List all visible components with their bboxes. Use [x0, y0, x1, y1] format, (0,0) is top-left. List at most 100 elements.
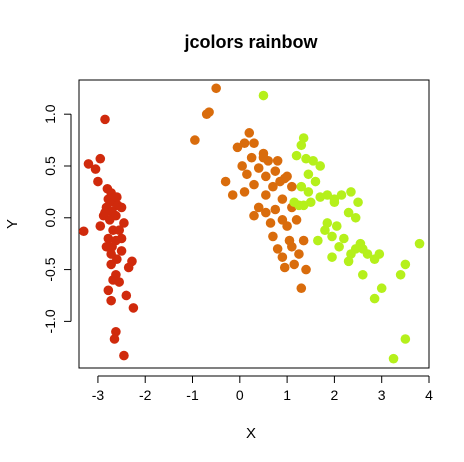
y-tick-label: -0.5 — [42, 257, 58, 281]
data-point — [249, 138, 259, 148]
data-point — [272, 244, 283, 254]
data-point — [400, 334, 411, 344]
data-point — [376, 283, 387, 294]
x-axis-label: X — [246, 425, 256, 442]
data-point — [121, 290, 132, 301]
data-point — [101, 241, 112, 252]
data-point — [298, 133, 309, 143]
data-point — [298, 235, 309, 246]
data-point — [112, 192, 122, 202]
data-point — [246, 152, 257, 163]
data-point — [327, 231, 337, 242]
data-point — [204, 107, 214, 117]
data-point — [353, 197, 363, 208]
data-point — [109, 334, 120, 344]
data-point — [322, 218, 333, 228]
data-point — [116, 202, 127, 213]
data-point — [334, 241, 344, 252]
x-tick-label: -2 — [139, 387, 152, 403]
data-point — [95, 153, 106, 164]
data-point — [296, 283, 307, 294]
data-points — [78, 83, 425, 364]
data-point — [275, 176, 285, 187]
data-point — [414, 238, 425, 249]
data-point — [258, 90, 269, 101]
data-point — [291, 150, 302, 161]
data-point — [303, 187, 314, 197]
data-point — [119, 218, 129, 228]
x-tick-label: 4 — [425, 387, 433, 403]
data-point — [244, 128, 255, 138]
data-point — [232, 142, 243, 153]
data-point — [291, 215, 302, 225]
data-point — [237, 161, 247, 171]
data-point — [315, 161, 326, 171]
data-point — [95, 221, 106, 231]
x-tick-label: 2 — [331, 387, 339, 403]
data-point — [346, 187, 356, 197]
data-point — [106, 259, 116, 270]
data-point — [303, 169, 314, 180]
data-point — [395, 269, 406, 280]
data-point — [282, 221, 292, 231]
data-point — [350, 212, 361, 223]
data-point — [310, 176, 321, 187]
x-tick-label: 1 — [283, 387, 291, 403]
y-tick-label: 0.0 — [42, 208, 58, 228]
data-point — [220, 176, 231, 187]
data-point — [258, 152, 269, 163]
data-point — [103, 285, 114, 296]
data-point — [119, 350, 129, 361]
data-point — [301, 264, 311, 275]
data-point — [128, 303, 139, 313]
chart-title: jcolors rainbow — [183, 32, 318, 52]
data-point — [114, 225, 125, 236]
data-point — [116, 246, 127, 256]
x-axis: -3 -2 -1 0 1 2 3 4 — [92, 375, 433, 403]
data-point — [343, 207, 354, 218]
data-point — [78, 226, 89, 237]
data-point — [270, 166, 281, 176]
data-point — [83, 159, 94, 169]
x-tick-label: -3 — [92, 387, 105, 403]
data-point — [336, 190, 347, 200]
data-point — [249, 210, 259, 221]
x-tick-label: 3 — [378, 387, 386, 403]
y-tick-label: 1.0 — [42, 104, 58, 124]
data-point — [296, 140, 307, 151]
data-point — [123, 262, 134, 273]
data-point — [388, 353, 399, 364]
y-axis: -1.0 -0.5 0.0 0.5 1.0 — [42, 104, 72, 333]
data-point — [249, 179, 259, 190]
data-point — [253, 202, 264, 213]
data-point — [268, 231, 278, 242]
data-point — [114, 277, 125, 287]
data-point — [329, 197, 340, 208]
data-point — [106, 295, 116, 306]
data-point — [346, 249, 356, 259]
data-point — [331, 221, 342, 231]
data-point — [287, 241, 297, 252]
data-point — [277, 252, 288, 262]
data-point — [90, 164, 101, 174]
data-point — [294, 249, 304, 259]
data-point — [296, 181, 307, 192]
data-point — [211, 83, 221, 94]
data-point — [100, 114, 110, 125]
data-point — [369, 293, 380, 304]
data-point — [289, 197, 300, 208]
data-point — [242, 169, 252, 180]
data-point — [239, 138, 250, 148]
data-point — [272, 156, 283, 166]
data-point — [116, 233, 127, 244]
data-point — [261, 190, 271, 200]
y-axis-label: Y — [4, 219, 21, 229]
x-tick-label: -1 — [186, 387, 199, 403]
data-point — [227, 190, 238, 200]
data-point — [289, 259, 300, 270]
data-point — [279, 262, 290, 273]
plot-frame — [78, 79, 430, 369]
data-point — [261, 171, 271, 182]
data-point — [343, 256, 354, 267]
